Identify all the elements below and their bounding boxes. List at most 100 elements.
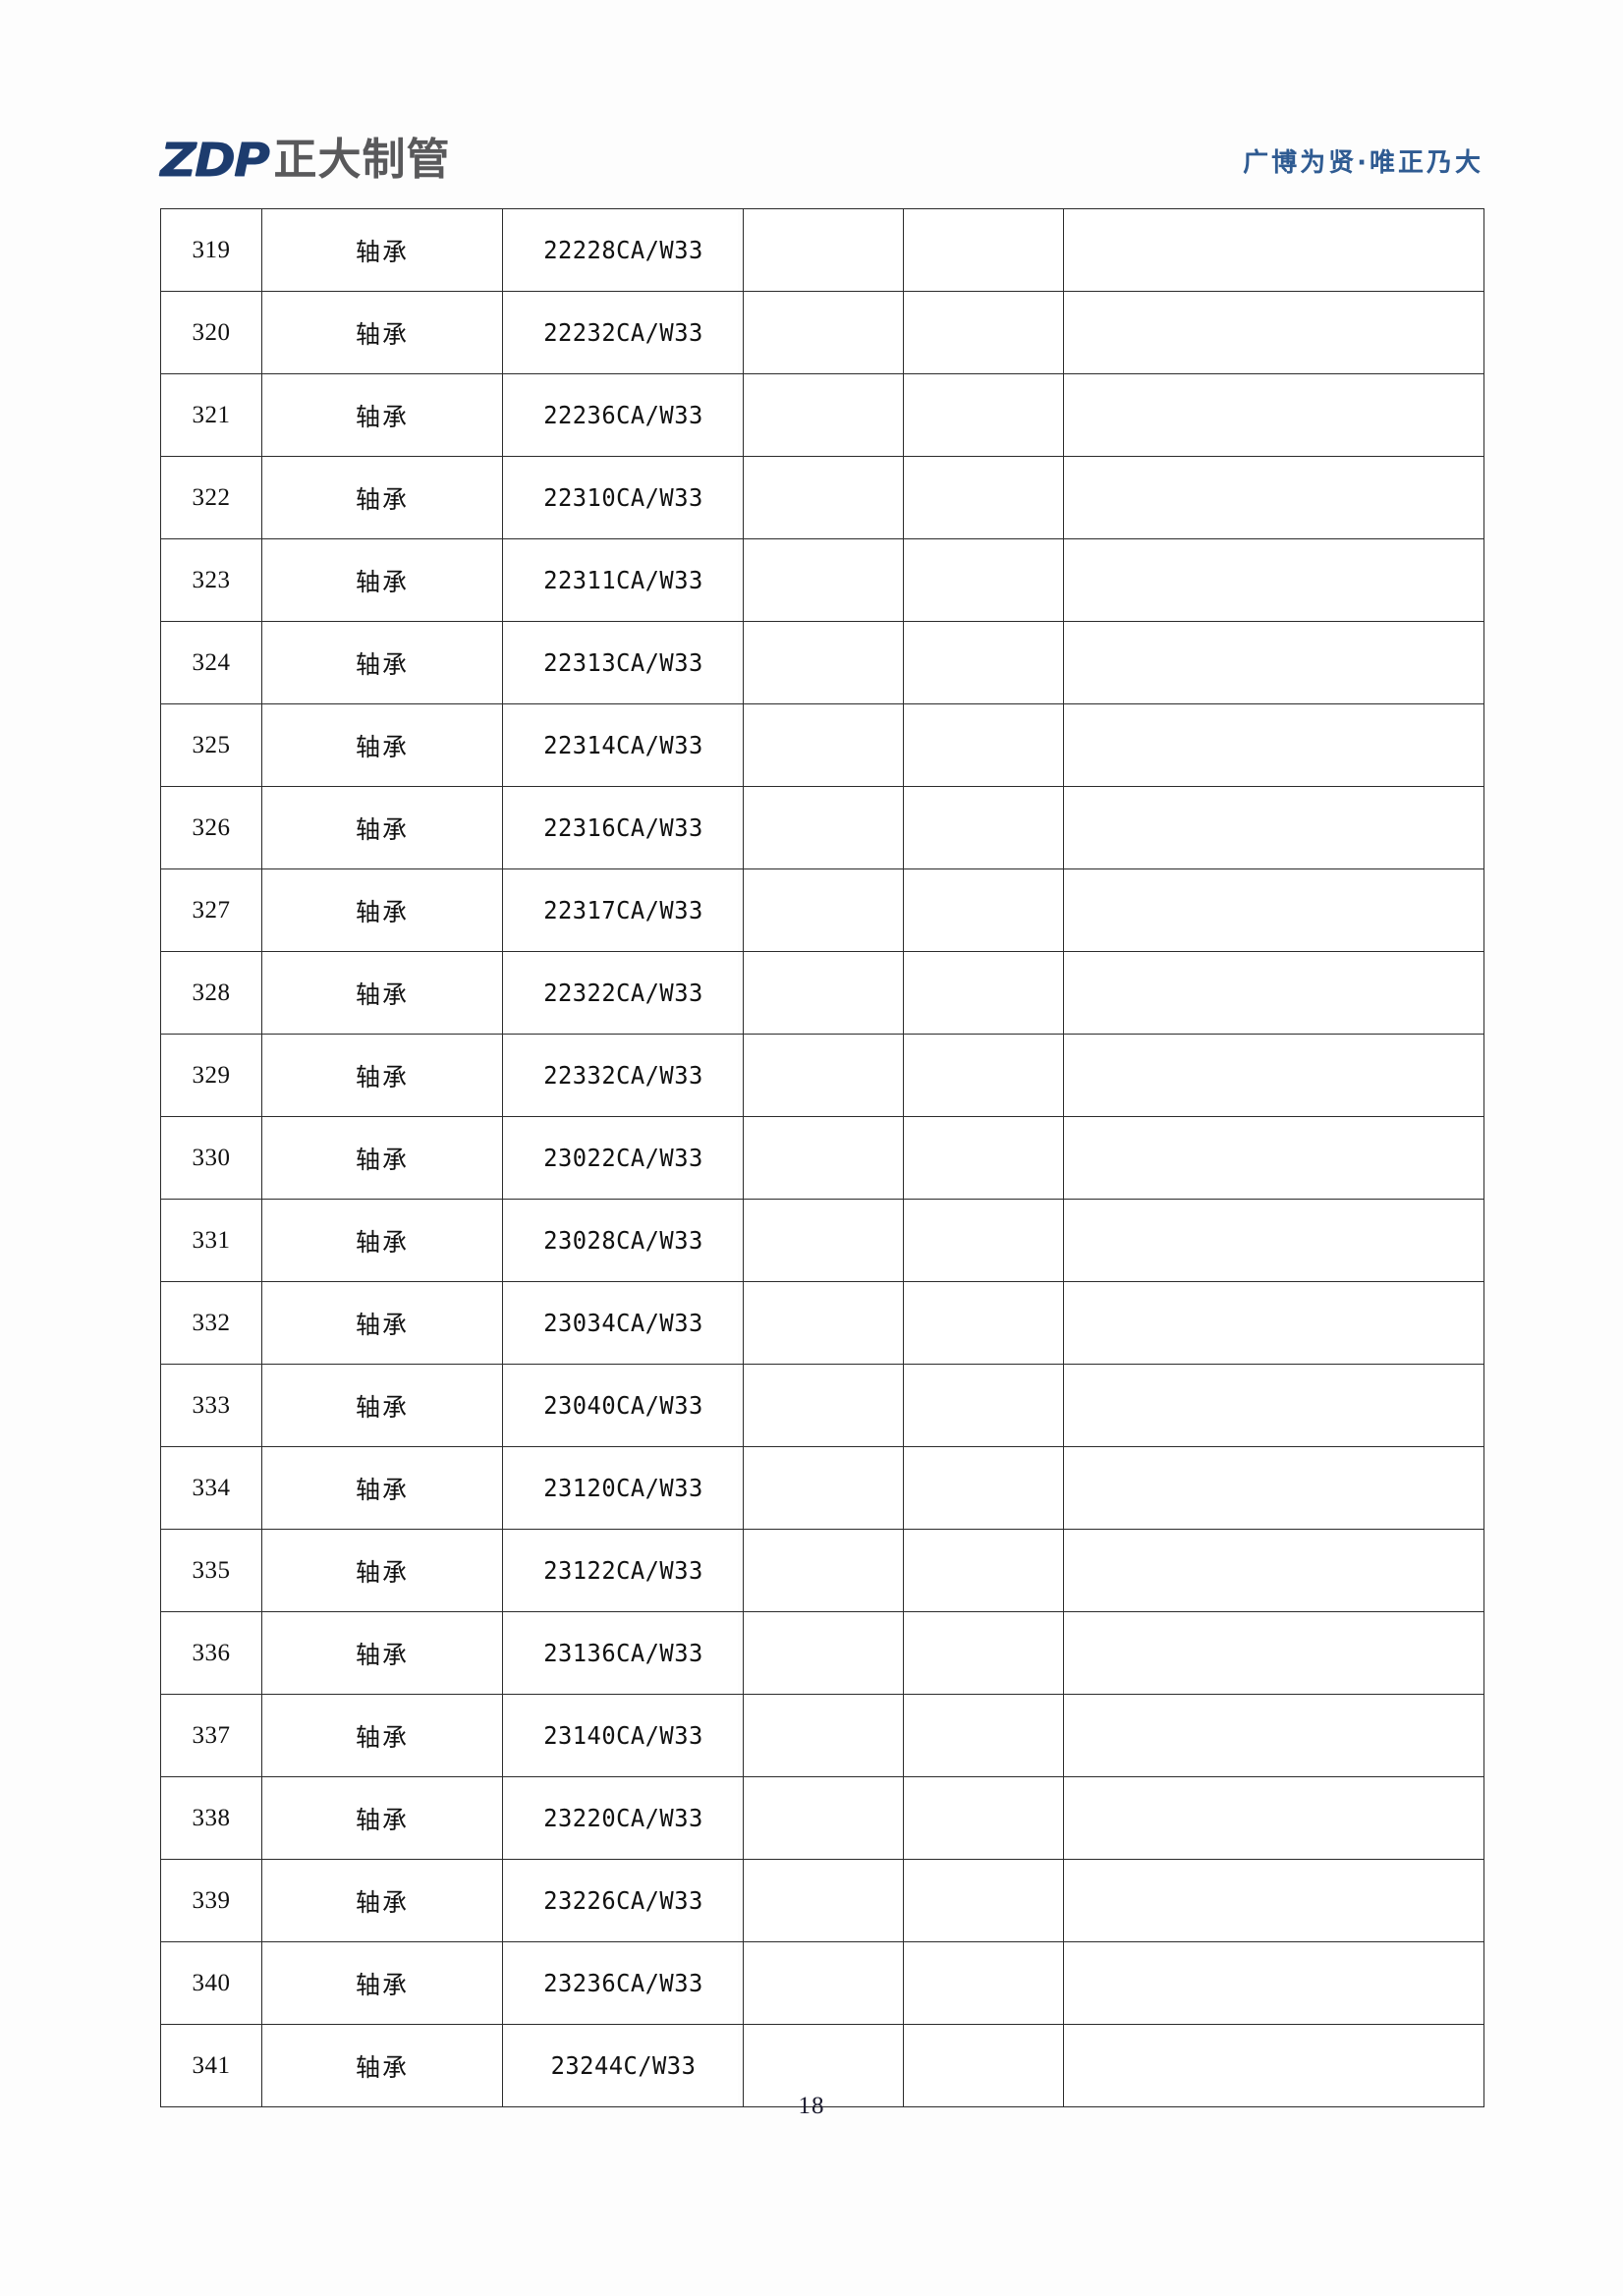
table-row: 319 轴承 22228CA/W33 <box>160 208 1484 292</box>
cell-index: 340 <box>160 1941 262 2025</box>
cell-name: 轴承 <box>261 1116 503 1200</box>
cell-name: 轴承 <box>261 1776 503 1860</box>
cell-model: 22236CA/W33 <box>508 373 738 457</box>
cell-empty-2 <box>903 1611 1064 1695</box>
cell-index: 332 <box>160 1281 262 1365</box>
cell-model: 23220CA/W33 <box>508 1776 738 1860</box>
cell-empty-2 <box>903 291 1064 374</box>
cell-empty-3 <box>1063 2024 1484 2107</box>
cell-name: 轴承 <box>261 621 503 704</box>
cell-name: 轴承 <box>261 1034 503 1117</box>
cell-model: 23140CA/W33 <box>508 1694 738 1777</box>
cell-index: 328 <box>160 951 262 1035</box>
cell-empty-3 <box>1063 786 1484 869</box>
cell-empty-2 <box>903 1281 1064 1365</box>
cell-empty-2 <box>903 1364 1064 1447</box>
cell-model: 22228CA/W33 <box>508 208 738 292</box>
cell-model: 22310CA/W33 <box>508 456 738 539</box>
cell-empty-2 <box>903 951 1064 1035</box>
cell-model: 23040CA/W33 <box>508 1364 738 1447</box>
page-number: 18 <box>798 2093 825 2119</box>
cell-name: 轴承 <box>261 1364 503 1447</box>
cell-empty-1 <box>743 1281 904 1365</box>
cell-empty-2 <box>903 456 1064 539</box>
cell-empty-3 <box>1063 1034 1484 1117</box>
cell-empty-1 <box>743 868 904 952</box>
logo-company-name: 正大制管 <box>273 135 451 185</box>
cell-index: 331 <box>160 1199 262 1282</box>
cell-empty-1 <box>743 786 904 869</box>
cell-name: 轴承 <box>261 208 503 292</box>
cell-model: 23120CA/W33 <box>508 1446 738 1530</box>
cell-index: 321 <box>160 373 262 457</box>
cell-empty-2 <box>903 1859 1064 1942</box>
cell-empty-3 <box>1063 1529 1484 1612</box>
cell-empty-2 <box>903 1199 1064 1282</box>
parts-table-body: 319 轴承 22228CA/W33 320 轴承 22232CA/W33 321 轴承 2… <box>160 208 1484 2107</box>
table-row: 340 轴承 23236CA/W33 <box>160 1941 1484 2025</box>
cell-empty-1 <box>743 1694 904 1777</box>
cell-empty-1 <box>743 1364 904 1447</box>
cell-empty-1 <box>743 373 904 457</box>
cell-empty-2 <box>903 2024 1064 2107</box>
table-row: 336 轴承 23136CA/W33 <box>160 1611 1484 1695</box>
cell-name: 轴承 <box>261 373 503 457</box>
cell-empty-3 <box>1063 1859 1484 1942</box>
cell-empty-2 <box>903 373 1064 457</box>
cell-name: 轴承 <box>261 703 503 787</box>
cell-name: 轴承 <box>261 1281 503 1365</box>
cell-model: 23244C/W33 <box>508 2024 738 2107</box>
cell-name: 轴承 <box>261 1446 503 1530</box>
cell-name: 轴承 <box>261 1859 503 1942</box>
cell-name: 轴承 <box>261 868 503 952</box>
cell-empty-1 <box>743 291 904 374</box>
table-row: 335 轴承 23122CA/W33 <box>160 1529 1484 1612</box>
cell-empty-2 <box>903 208 1064 292</box>
cell-model: 23236CA/W33 <box>508 1941 738 2025</box>
table-row: 329 轴承 22332CA/W33 <box>160 1034 1484 1117</box>
cell-empty-2 <box>903 1694 1064 1777</box>
cell-empty-3 <box>1063 621 1484 704</box>
cell-model: 22332CA/W33 <box>508 1034 738 1117</box>
cell-model: 23028CA/W33 <box>508 1199 738 1282</box>
cell-empty-3 <box>1063 951 1484 1035</box>
cell-empty-3 <box>1063 1116 1484 1200</box>
table-row: 321 轴承 22236CA/W33 <box>160 373 1484 457</box>
cell-index: 322 <box>160 456 262 539</box>
table-row: 327 轴承 22317CA/W33 <box>160 868 1484 952</box>
cell-index: 325 <box>160 703 262 787</box>
cell-empty-2 <box>903 1116 1064 1200</box>
cell-name: 轴承 <box>261 2024 503 2107</box>
table-row: 332 轴承 23034CA/W33 <box>160 1281 1484 1365</box>
cell-empty-1 <box>743 538 904 622</box>
cell-empty-2 <box>903 1034 1064 1117</box>
cell-empty-2 <box>903 786 1064 869</box>
cell-name: 轴承 <box>261 786 503 869</box>
cell-empty-3 <box>1063 1694 1484 1777</box>
cell-empty-3 <box>1063 868 1484 952</box>
cell-empty-3 <box>1063 456 1484 539</box>
cell-empty-1 <box>743 208 904 292</box>
cell-empty-1 <box>743 1116 904 1200</box>
cell-index: 323 <box>160 538 262 622</box>
cell-index: 319 <box>160 208 262 292</box>
cell-model: 23226CA/W33 <box>508 1859 738 1942</box>
cell-empty-3 <box>1063 208 1484 292</box>
table-row: 341 轴承 23244C/W33 <box>160 2024 1484 2107</box>
cell-empty-1 <box>743 703 904 787</box>
cell-empty-2 <box>903 703 1064 787</box>
parts-table: 319 轴承 22228CA/W33 320 轴承 22232CA/W33 321 轴承 2… <box>160 208 1484 2107</box>
cell-index: 320 <box>160 291 262 374</box>
cell-empty-3 <box>1063 373 1484 457</box>
cell-model: 22314CA/W33 <box>508 703 738 787</box>
page-footer: 18 <box>0 2093 1623 2120</box>
cell-empty-3 <box>1063 1776 1484 1860</box>
cell-empty-2 <box>903 621 1064 704</box>
cell-name: 轴承 <box>261 456 503 539</box>
cell-empty-1 <box>743 1529 904 1612</box>
cell-empty-3 <box>1063 1446 1484 1530</box>
cell-index: 338 <box>160 1776 262 1860</box>
cell-empty-2 <box>903 1446 1064 1530</box>
table-row: 320 轴承 22232CA/W33 <box>160 291 1484 374</box>
cell-empty-3 <box>1063 291 1484 374</box>
